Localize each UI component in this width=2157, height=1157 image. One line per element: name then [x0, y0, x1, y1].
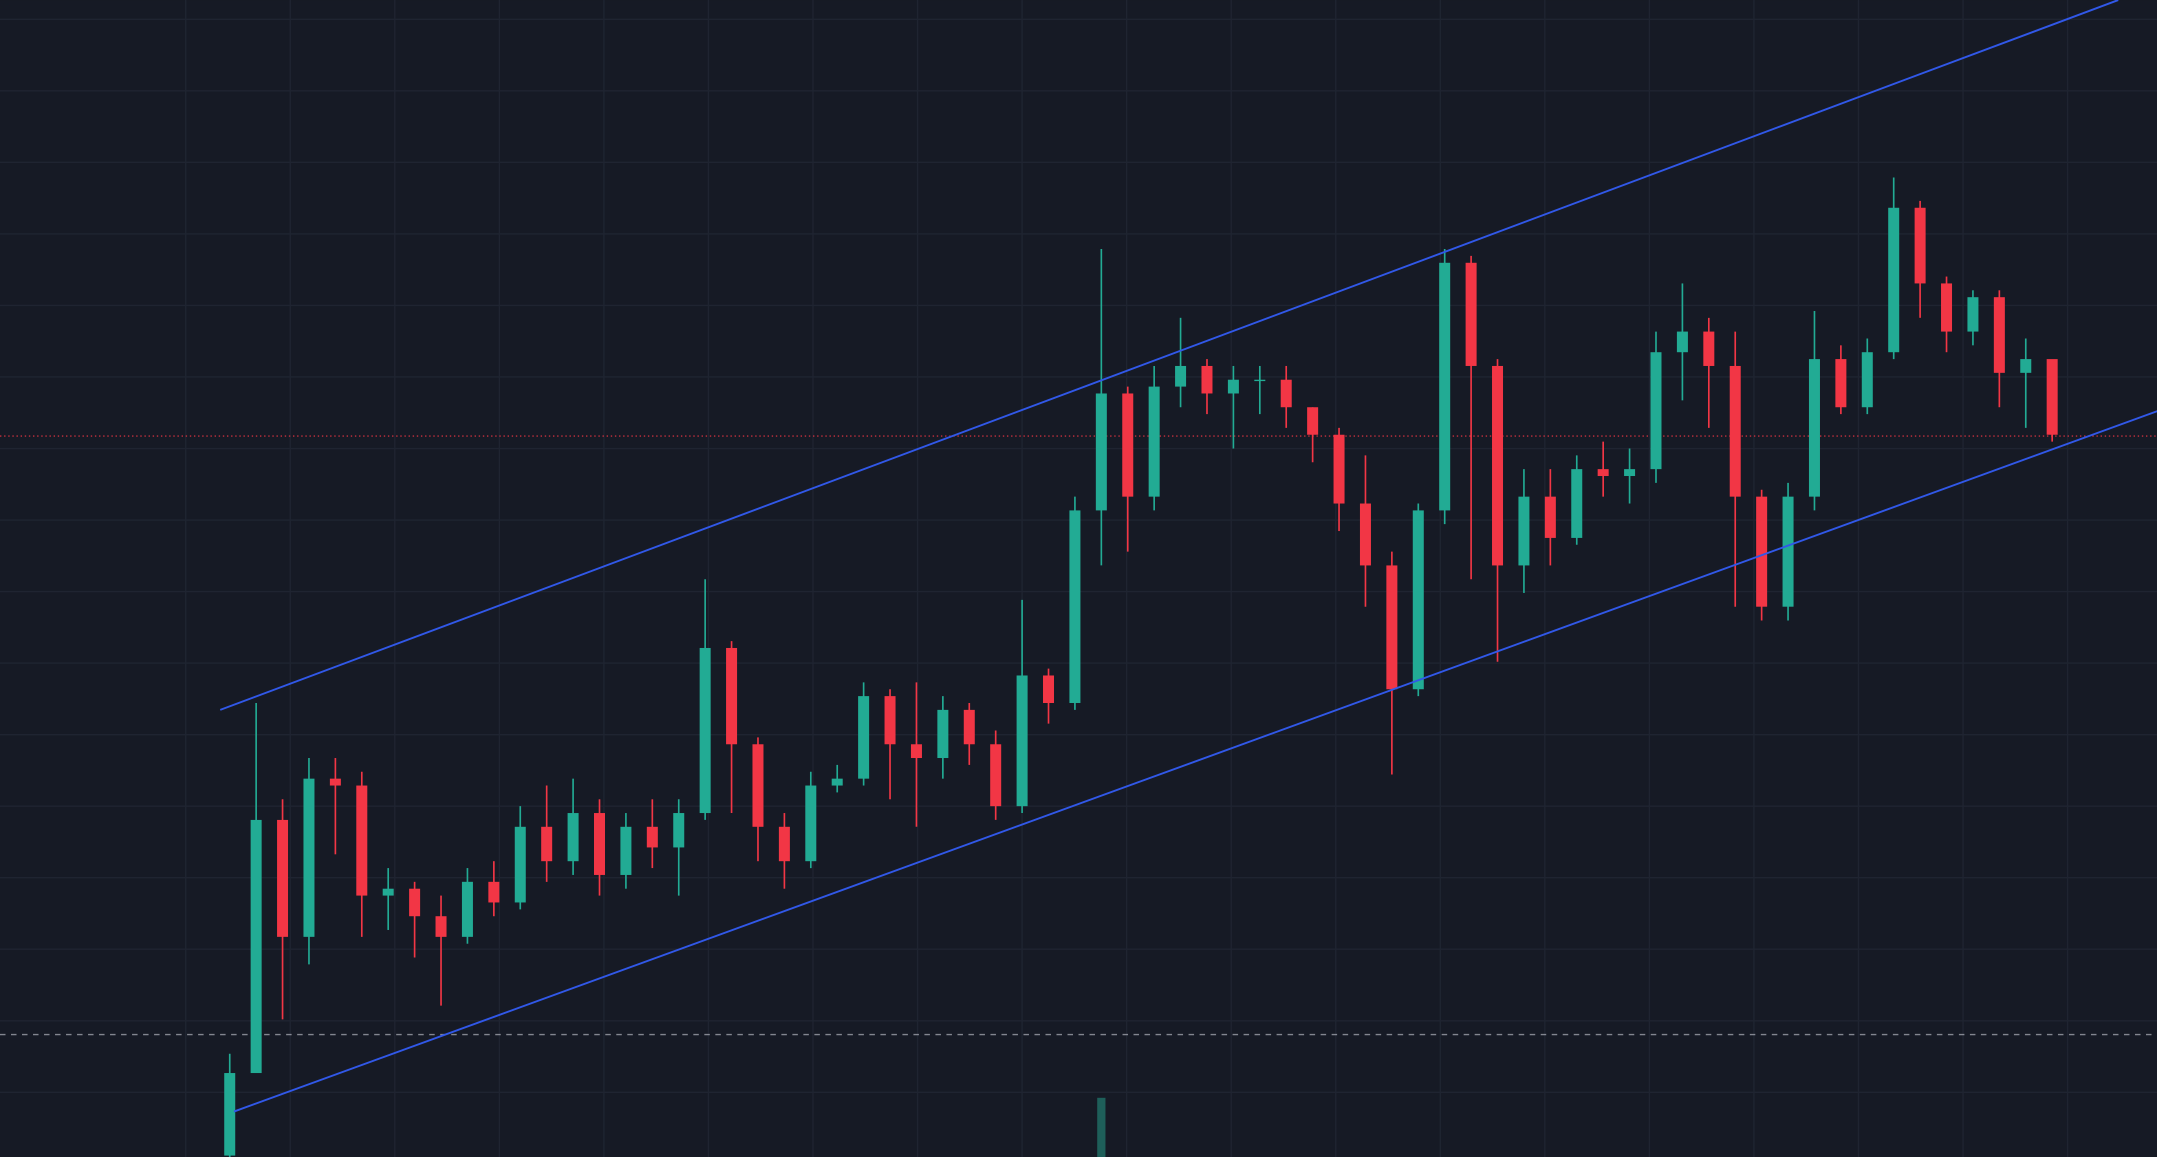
candle-body — [356, 785, 368, 896]
candle-body — [435, 916, 447, 937]
candle-body — [1941, 283, 1953, 332]
candle-body — [250, 819, 262, 1074]
candle-body — [1729, 365, 1741, 497]
candle-body — [1888, 207, 1900, 353]
candle-body — [1307, 407, 1319, 435]
candle-body — [1254, 379, 1266, 382]
candle-body — [1967, 297, 1979, 332]
candle-body — [224, 1073, 236, 1156]
candle-body — [1465, 262, 1477, 366]
candle-body — [831, 778, 843, 786]
trend-line — [219, 0, 2119, 711]
candle-body — [620, 826, 632, 875]
candle-body — [778, 826, 790, 862]
candle-body — [1069, 510, 1081, 703]
candle-body — [1703, 331, 1715, 366]
candle-body — [1544, 496, 1556, 538]
candle-body — [594, 813, 606, 875]
candle-body — [382, 888, 394, 896]
candle-body — [1624, 469, 1636, 477]
candle-body — [1359, 503, 1371, 566]
candle-body — [1782, 496, 1794, 607]
candle-body — [1201, 365, 1213, 394]
candle-body — [1492, 365, 1504, 566]
candle-body — [1518, 496, 1530, 566]
candle-body — [1148, 386, 1160, 497]
candle-body — [488, 881, 500, 903]
candle-body — [910, 744, 922, 759]
candle-body — [699, 647, 711, 814]
candle-body — [409, 888, 421, 917]
candle-body — [2046, 359, 2058, 435]
candle-body — [1993, 297, 2005, 373]
candle-body — [1914, 207, 1926, 284]
candle-body — [277, 819, 289, 937]
candle-body — [461, 881, 473, 937]
candle-body — [858, 696, 870, 779]
candle-body — [1412, 510, 1424, 690]
volume-bar — [1097, 1097, 1106, 1157]
candle-body — [1280, 379, 1292, 408]
candle-body — [1043, 675, 1055, 703]
candle-body — [805, 785, 817, 862]
candle-body — [514, 826, 526, 903]
candle-body — [646, 826, 658, 848]
candle-body — [541, 826, 553, 862]
candle-body — [567, 813, 579, 862]
candle-body — [752, 744, 764, 827]
candle-body — [1016, 675, 1028, 807]
candle-body — [937, 709, 949, 759]
candle-body — [1650, 352, 1662, 470]
candle-body — [990, 744, 1002, 807]
candle-body — [1439, 262, 1451, 511]
candle-body — [1676, 331, 1688, 353]
candle-body — [963, 709, 975, 745]
candle-body — [329, 778, 341, 786]
candle-body — [1808, 359, 1820, 497]
candle-body — [726, 647, 738, 745]
candle-body — [673, 813, 685, 848]
trend-line — [233, 410, 2157, 1113]
candle-body — [303, 778, 315, 937]
candle-body — [1095, 393, 1107, 511]
candle-body — [1122, 393, 1134, 497]
candle-body — [1571, 469, 1583, 538]
candle-body — [1861, 352, 1873, 408]
candle-body — [1835, 359, 1847, 408]
candle-body — [884, 696, 896, 745]
candle-body — [1175, 365, 1187, 387]
candle-body — [1756, 496, 1768, 607]
candle-body — [1386, 565, 1398, 690]
candle-body — [2020, 359, 2032, 373]
candle-body — [1227, 379, 1239, 394]
candle-body — [1597, 469, 1609, 477]
candle-body — [1333, 434, 1345, 504]
